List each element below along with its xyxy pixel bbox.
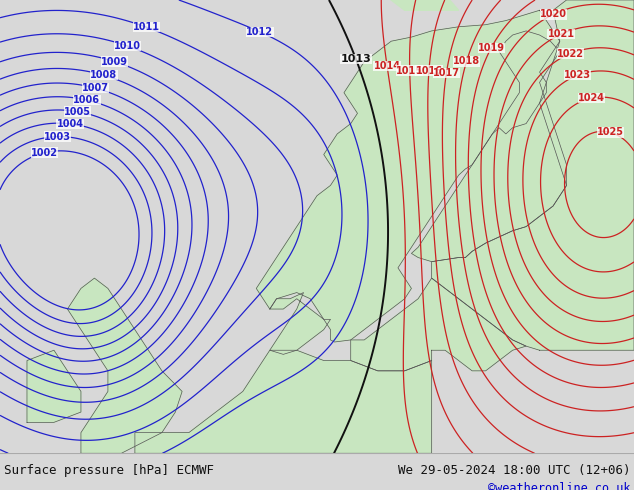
Text: 1010: 1010: [113, 41, 141, 51]
Polygon shape: [67, 278, 182, 453]
Text: 1002: 1002: [31, 147, 58, 158]
Text: 1016: 1016: [415, 66, 443, 75]
Text: 1008: 1008: [90, 70, 117, 80]
Polygon shape: [270, 293, 330, 354]
Text: We 29-05-2024 18:00 UTC (12+06): We 29-05-2024 18:00 UTC (12+06): [398, 464, 630, 477]
Polygon shape: [27, 350, 81, 422]
Text: 1006: 1006: [74, 95, 100, 105]
Text: 1024: 1024: [578, 93, 605, 103]
Text: 1025: 1025: [597, 127, 624, 138]
Text: 1018: 1018: [453, 56, 480, 67]
Text: 1023: 1023: [564, 70, 592, 80]
Polygon shape: [432, 0, 634, 350]
Polygon shape: [411, 31, 567, 262]
Text: 1005: 1005: [64, 107, 91, 117]
Text: 1014: 1014: [373, 61, 401, 71]
Text: 1017: 1017: [433, 68, 460, 78]
Text: 1003: 1003: [44, 132, 71, 142]
Text: 1009: 1009: [101, 56, 128, 67]
Text: 1015: 1015: [396, 66, 424, 75]
Polygon shape: [256, 10, 560, 342]
Text: 1011: 1011: [133, 22, 160, 32]
Text: ©weatheronline.co.uk: ©weatheronline.co.uk: [488, 482, 630, 490]
Polygon shape: [364, 0, 458, 10]
Polygon shape: [135, 350, 432, 453]
Text: 1012: 1012: [247, 27, 273, 37]
Polygon shape: [351, 278, 526, 371]
Text: 1007: 1007: [82, 83, 109, 93]
Text: 1020: 1020: [540, 9, 567, 20]
Text: 1021: 1021: [548, 29, 574, 39]
Text: 1022: 1022: [557, 49, 584, 58]
Text: 1004: 1004: [56, 119, 84, 129]
Text: 1013: 1013: [340, 54, 372, 64]
Text: Surface pressure [hPa] ECMWF: Surface pressure [hPa] ECMWF: [4, 464, 214, 477]
Text: 1019: 1019: [478, 43, 505, 53]
